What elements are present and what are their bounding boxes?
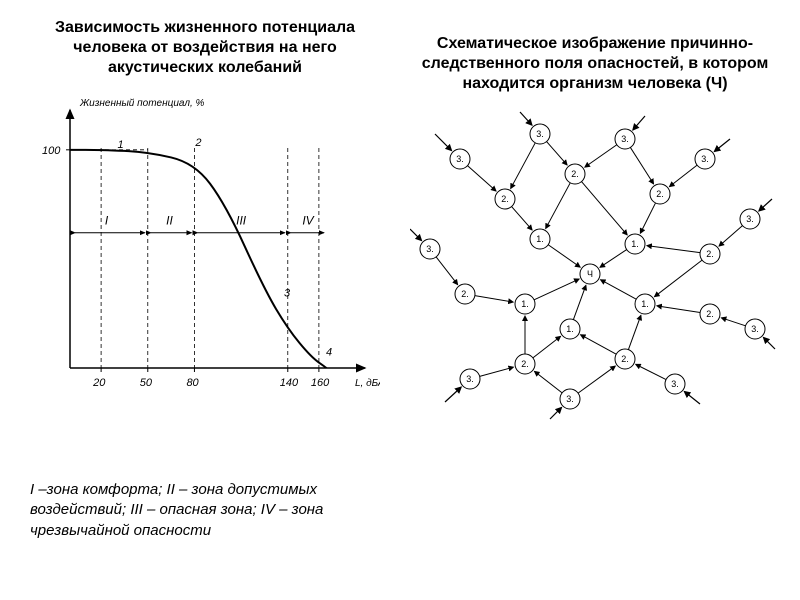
- svg-text:1: 1: [118, 139, 124, 151]
- caption-t1: –зона комфорта;: [38, 481, 166, 498]
- acoustic-chart: Жизненный потенциал, % L, дБА 100 20 50 80 140…: [20, 88, 380, 408]
- svg-text:3.: 3.: [746, 214, 754, 224]
- caption-z4: IV: [261, 501, 279, 518]
- caption-t3: – опасная зона;: [147, 501, 261, 518]
- svg-text:3.: 3.: [536, 129, 544, 139]
- svg-text:3.: 3.: [621, 134, 629, 144]
- svg-text:1.: 1.: [521, 299, 529, 309]
- svg-text:IV: IV: [302, 214, 314, 228]
- svg-text:1.: 1.: [566, 324, 574, 334]
- svg-text:3.: 3.: [671, 379, 679, 389]
- svg-text:80: 80: [186, 377, 199, 389]
- svg-text:2: 2: [194, 137, 201, 149]
- svg-text:50: 50: [140, 377, 153, 389]
- svg-text:20: 20: [92, 377, 106, 389]
- svg-text:1.: 1.: [631, 239, 639, 249]
- svg-text:3: 3: [284, 288, 291, 300]
- svg-text:III: III: [236, 214, 247, 228]
- right-title: Схематическое изображение причинно-следс…: [410, 34, 780, 94]
- svg-text:3.: 3.: [456, 154, 464, 164]
- svg-text:3.: 3.: [566, 394, 574, 404]
- svg-text:Ч: Ч: [587, 269, 593, 279]
- svg-text:2.: 2.: [621, 354, 629, 364]
- network-svg: Ч 1. 1. 1. 1. 1. 2. 2. 2. 2. 2. 2. 2. 2. 3. 3. 3. 3. 3. 3. 3…: [410, 104, 780, 434]
- svg-text:1.: 1.: [641, 299, 649, 309]
- svg-text:2.: 2.: [521, 359, 529, 369]
- left-title: Зависимость жизненного потенциала челове…: [20, 18, 390, 78]
- caption-z2: II: [167, 481, 180, 498]
- svg-text:2.: 2.: [501, 194, 509, 204]
- svg-text:2.: 2.: [656, 189, 664, 199]
- svg-text:3.: 3.: [426, 244, 434, 254]
- svg-text:2.: 2.: [571, 169, 579, 179]
- chart-svg: Жизненный потенциал, % L, дБА 100 20 50 80 140…: [20, 88, 380, 408]
- svg-text:4: 4: [326, 346, 332, 358]
- svg-text:Жизненный потенциал, %: Жизненный потенциал, %: [79, 98, 205, 109]
- svg-text:II: II: [166, 214, 173, 228]
- svg-text:L, дБА: L, дБА: [355, 378, 380, 389]
- right-panel: Схематическое изображение причинно-следс…: [410, 34, 780, 439]
- svg-text:1.: 1.: [536, 234, 544, 244]
- svg-text:I: I: [105, 214, 109, 228]
- svg-text:160: 160: [311, 377, 330, 389]
- chart-caption: I –зона комфорта; II – зона допустимых в…: [30, 480, 370, 541]
- svg-text:140: 140: [280, 377, 299, 389]
- svg-text:2.: 2.: [706, 309, 714, 319]
- left-panel: Зависимость жизненного потенциала челове…: [20, 18, 390, 408]
- svg-text:2.: 2.: [461, 289, 469, 299]
- svg-text:3.: 3.: [466, 374, 474, 384]
- svg-text:3.: 3.: [751, 324, 759, 334]
- svg-text:3.: 3.: [701, 154, 709, 164]
- svg-text:100: 100: [42, 145, 61, 157]
- caption-z3: III: [130, 501, 147, 518]
- svg-text:2.: 2.: [706, 249, 714, 259]
